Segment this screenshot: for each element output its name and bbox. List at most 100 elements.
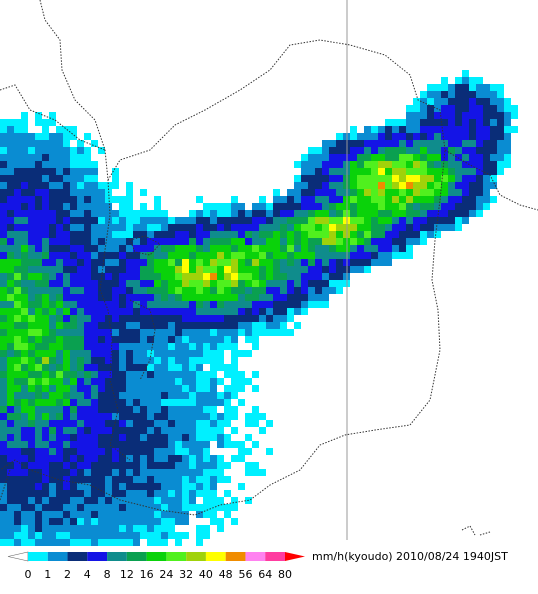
rain-cell [35, 168, 42, 175]
rain-cell [378, 196, 385, 203]
rain-cell [168, 315, 175, 322]
rain-cell [238, 350, 245, 357]
rain-cell [70, 483, 77, 490]
rain-cell [189, 462, 196, 469]
rain-cell [112, 301, 119, 308]
rain-cell [217, 287, 224, 294]
rain-cell [203, 406, 210, 413]
rain-cell [112, 224, 119, 231]
rain-cell [175, 518, 182, 525]
rain-cell [175, 392, 182, 399]
rain-cell [182, 511, 189, 518]
rain-cell [448, 91, 455, 98]
rain-cell [455, 154, 462, 161]
rain-cell [483, 105, 490, 112]
rain-cell [77, 266, 84, 273]
rain-cell [441, 133, 448, 140]
rain-cell [28, 203, 35, 210]
rain-cell [28, 462, 35, 469]
rain-cell [378, 231, 385, 238]
rain-cell [154, 448, 161, 455]
rain-cell [133, 511, 140, 518]
rain-cell [84, 182, 91, 189]
rain-cell [28, 476, 35, 483]
rain-cell [154, 476, 161, 483]
rain-cell [126, 392, 133, 399]
rain-cell [161, 427, 168, 434]
rain-cell [77, 196, 84, 203]
rain-cell [259, 196, 266, 203]
rain-cell [217, 357, 224, 364]
rain-cell [84, 252, 91, 259]
rain-cell [112, 462, 119, 469]
rain-cell [105, 504, 112, 511]
rain-cell [35, 224, 42, 231]
rain-cell [98, 490, 105, 497]
rain-cell [14, 133, 21, 140]
rain-cell [413, 175, 420, 182]
rain-cell [7, 350, 14, 357]
rain-cell [392, 154, 399, 161]
rain-cell [455, 140, 462, 147]
rain-cell [70, 469, 77, 476]
rain-cell [315, 182, 322, 189]
rain-cell [154, 511, 161, 518]
rain-cell [189, 217, 196, 224]
rain-cell [490, 196, 497, 203]
rain-cell [266, 420, 273, 427]
rain-cell [217, 259, 224, 266]
rain-cell [315, 154, 322, 161]
rain-cell [308, 217, 315, 224]
rain-cell [266, 266, 273, 273]
rain-cell [224, 511, 231, 518]
rain-cell [469, 105, 476, 112]
rain-cell [196, 371, 203, 378]
rain-cell [182, 371, 189, 378]
rain-cell [161, 483, 168, 490]
rain-cell [154, 336, 161, 343]
rain-cell [490, 84, 497, 91]
rain-cell [91, 266, 98, 273]
rain-cell [231, 371, 238, 378]
rain-cell [0, 385, 7, 392]
rain-cell [301, 168, 308, 175]
rain-cell [476, 154, 483, 161]
rain-cell [196, 259, 203, 266]
rain-cell [189, 329, 196, 336]
rain-cell [70, 476, 77, 483]
rain-cell [28, 532, 35, 539]
rain-cell [63, 287, 70, 294]
rain-cell [490, 182, 497, 189]
rain-cell [0, 532, 7, 539]
rain-cell [196, 280, 203, 287]
rain-cell [308, 154, 315, 161]
rain-cell [231, 455, 238, 462]
rain-cell [329, 168, 336, 175]
rain-cell [245, 378, 252, 385]
rain-cell [28, 182, 35, 189]
rain-cell [287, 280, 294, 287]
rain-cell [168, 504, 175, 511]
rain-cell [392, 133, 399, 140]
rain-cell [252, 287, 259, 294]
rain-cell [119, 490, 126, 497]
rain-cell [210, 476, 217, 483]
rain-cell [392, 210, 399, 217]
rain-cell [140, 406, 147, 413]
rain-cell [308, 210, 315, 217]
rain-cell [105, 525, 112, 532]
rain-cell [154, 273, 161, 280]
rain-cell [42, 357, 49, 364]
rain-cell [399, 133, 406, 140]
rain-cell [147, 336, 154, 343]
rain-cell [203, 266, 210, 273]
rain-cell [0, 301, 7, 308]
rain-cell [231, 427, 238, 434]
rain-cell [133, 371, 140, 378]
rain-cell [161, 462, 168, 469]
rain-cell [189, 427, 196, 434]
rain-cell [77, 315, 84, 322]
rain-cell [105, 266, 112, 273]
rain-cell [266, 315, 273, 322]
legend-timestamp: 2010/08/24 1940JST [396, 550, 508, 563]
